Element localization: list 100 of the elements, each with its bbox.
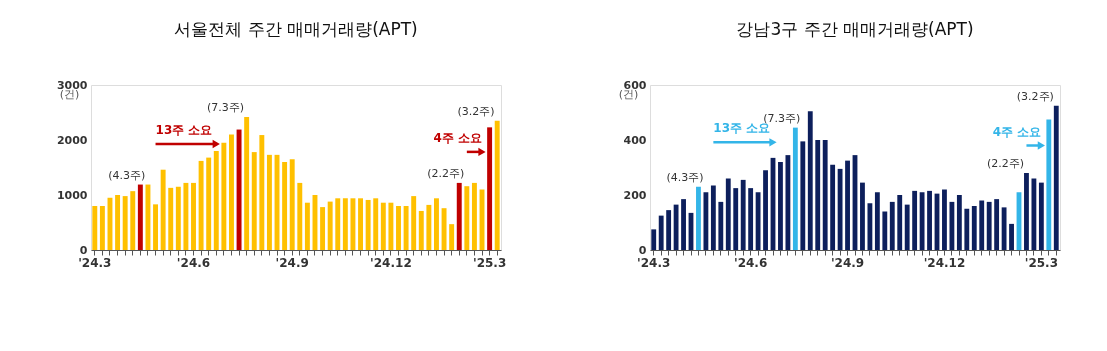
bar: [874, 192, 880, 250]
bar: [845, 160, 850, 250]
x-tick-label: '24.6: [734, 255, 768, 270]
bar: [994, 199, 1000, 250]
bar: [137, 184, 143, 250]
x-tick-label: '24.3: [637, 255, 671, 270]
bar: [304, 202, 310, 250]
annotation: 13주 소요: [155, 123, 213, 137]
bar: [456, 182, 462, 250]
bar: [327, 201, 333, 250]
x-tick-label: '24.9: [275, 255, 309, 270]
bar: [696, 186, 701, 250]
bar: [396, 206, 401, 250]
bar: [919, 192, 925, 250]
bar: [259, 135, 265, 250]
bar: [949, 201, 955, 250]
bar: [964, 208, 970, 250]
bar: [350, 198, 356, 250]
bar: [464, 186, 470, 250]
bar: [986, 201, 992, 250]
annotation: (3.2주): [457, 104, 495, 118]
bar: [792, 127, 798, 250]
bar: [733, 188, 739, 250]
y-tick-label: 0: [638, 243, 647, 257]
bar: [266, 154, 272, 250]
bar: [882, 211, 888, 250]
bar: [358, 198, 363, 250]
y-tick-label: 400: [623, 133, 647, 147]
bar: [411, 196, 417, 250]
bar: [198, 160, 204, 250]
bar: [942, 189, 947, 250]
bar: [748, 188, 754, 250]
bar: [785, 155, 791, 250]
bar: [320, 207, 326, 250]
bar: [1053, 105, 1059, 250]
bar: [867, 203, 873, 250]
bar: [373, 198, 379, 250]
bar: [703, 192, 709, 250]
bar: [725, 178, 731, 250]
bar: [145, 184, 151, 250]
bar: [807, 111, 813, 250]
x-tick-label: '24.3: [78, 255, 112, 270]
bar: [92, 206, 98, 250]
bar: [718, 201, 724, 250]
bar: [912, 190, 918, 250]
bar: [183, 182, 189, 250]
bar: [289, 159, 295, 250]
bar: [380, 202, 386, 250]
y-tick-label: 200: [623, 188, 647, 202]
bar: [815, 140, 821, 250]
bar: [763, 170, 768, 250]
bar: [927, 190, 932, 250]
bar: [755, 192, 761, 250]
bar: [1001, 207, 1007, 250]
bar: [673, 204, 679, 250]
bar: [175, 186, 181, 250]
bar: [449, 224, 455, 250]
bar: [434, 198, 439, 250]
bar: [860, 182, 865, 250]
bar: [800, 141, 806, 250]
annotation: (4.3주): [666, 170, 704, 184]
bar: [979, 200, 985, 250]
bar: [897, 195, 903, 250]
bar: [837, 168, 843, 250]
x-tick-label: '24.9: [830, 255, 865, 270]
bar: [403, 206, 409, 250]
bar: [778, 162, 783, 250]
bar: [956, 195, 962, 250]
bar: [244, 116, 250, 250]
bar: [99, 206, 105, 250]
y-axis-title: (건): [618, 87, 639, 101]
annotation: (4.3주): [108, 168, 146, 182]
y-axis-title: (건): [59, 87, 80, 101]
bar: [282, 162, 288, 250]
bar: [441, 208, 447, 250]
bar: [206, 157, 212, 250]
bar: [426, 204, 432, 250]
annotation: (2.2주): [427, 166, 465, 180]
bar: [1009, 223, 1014, 250]
bar: [1038, 182, 1044, 250]
bar: [229, 134, 234, 250]
bar: [666, 210, 672, 250]
y-tick-label: 1000: [56, 188, 88, 202]
annotation: (2.2주): [986, 157, 1024, 170]
chart-title: 서울전체 주간 매매거래량(APT): [174, 19, 418, 39]
bar: [971, 206, 977, 250]
bar: [681, 199, 686, 250]
x-tick-label: '25.3: [472, 255, 507, 270]
bar: [251, 152, 257, 250]
bar: [418, 210, 424, 250]
annotation: 4주 소요: [992, 124, 1042, 139]
bar: [236, 129, 242, 250]
bar: [822, 140, 828, 250]
bar: [651, 229, 657, 250]
bar: [130, 191, 136, 250]
bar: [115, 195, 121, 250]
bar: [487, 127, 493, 250]
bar: [122, 196, 128, 250]
x-tick-label: '24.12: [923, 255, 966, 270]
bar: [191, 182, 196, 250]
